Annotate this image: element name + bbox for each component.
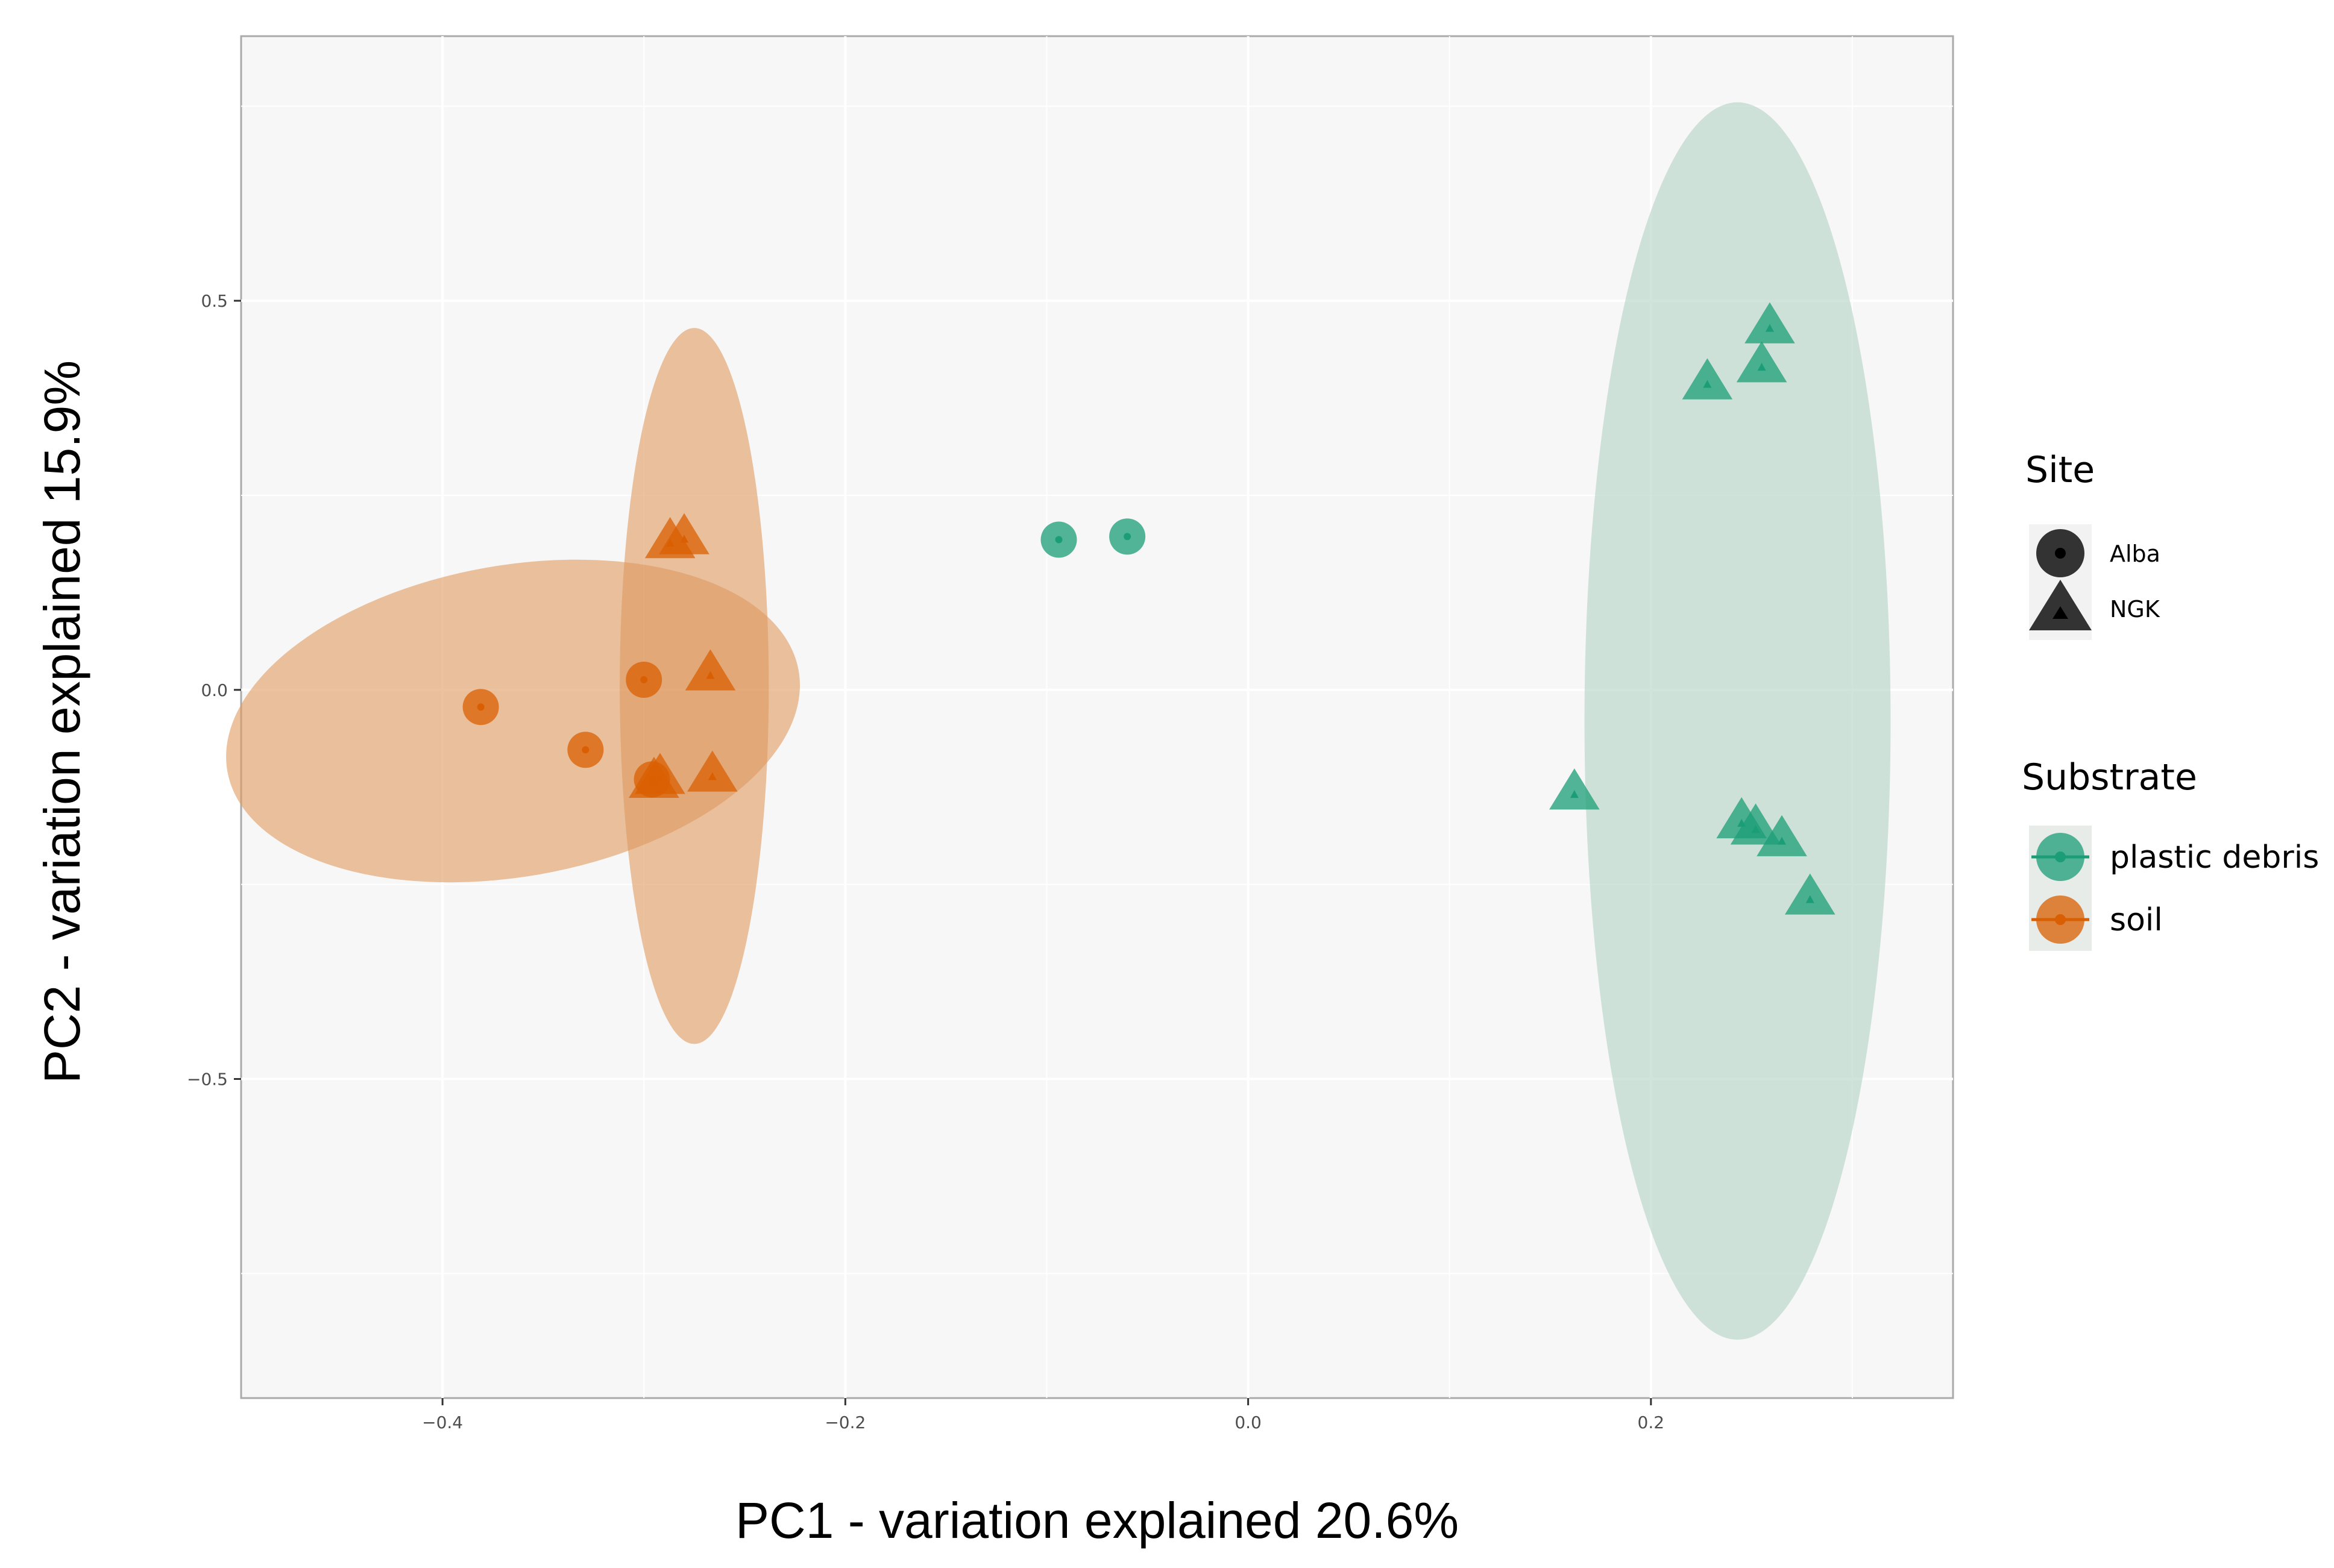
confidence-ellipses: [226, 102, 1891, 1340]
point-plastic-debris-ngk: [1736, 341, 1787, 383]
y-tick-label: 0.5: [201, 291, 228, 311]
ellipse-plastic-debris: [1584, 102, 1891, 1340]
point-center-soil-ngk: [706, 671, 715, 679]
point-center-plastic-debris-alba: [1124, 533, 1131, 541]
y-tick-label: 0.0: [201, 680, 228, 700]
point-center-soil-ngk: [680, 535, 689, 543]
point-center-plastic-debris-ngk: [1570, 790, 1579, 798]
legend-label-plastic-debris: plastic debris: [2110, 839, 2319, 876]
point-plastic-debris-ngk: [1730, 803, 1781, 845]
point-center-plastic-debris-ngk: [1751, 825, 1760, 833]
point-plastic-debris-ngk: [1682, 358, 1733, 400]
legend-substrate-title: Substrate: [2022, 756, 2197, 798]
point-center-soil-ngk: [655, 774, 664, 783]
legend-label-ngk: NGK: [2110, 596, 2160, 622]
y-axis-ticks: 0.5 0.0 −0.5: [187, 291, 241, 1090]
y-axis-title: PC2 - variation explained 15.9%: [34, 360, 90, 1083]
point-center-soil-alba: [477, 703, 485, 711]
point-center-soil-alba: [640, 676, 648, 684]
point-center-plastic-debris-alba: [1055, 536, 1063, 544]
point-center-soil-ngk: [708, 772, 717, 780]
ellipse-soil: [226, 559, 800, 883]
x-tick-label: 0.2: [1638, 1413, 1665, 1432]
point-plastic-debris-ngk: [1757, 815, 1807, 856]
legend-site-title: Site: [2025, 449, 2095, 491]
legend-label-soil: soil: [2110, 902, 2163, 938]
y-tick-label: −0.5: [187, 1070, 228, 1090]
x-tick-label: −0.4: [422, 1413, 463, 1432]
point-center-plastic-debris-ngk: [1757, 363, 1766, 371]
legend-key-ngk-triangle: [2029, 580, 2092, 630]
point-plastic-debris-ngk: [1744, 302, 1795, 343]
x-axis-title: PC1 - variation explained 20.6%: [735, 1492, 1459, 1549]
legend-key-alba-dot: [2055, 548, 2066, 559]
point-soil-ngk: [685, 649, 736, 691]
legend-key-plastic-dot: [2055, 851, 2066, 862]
x-tick-label: 0.0: [1235, 1413, 1262, 1432]
point-center-soil-alba: [582, 746, 590, 754]
point-soil-ngk: [635, 753, 685, 794]
point-center-plastic-debris-ngk: [1703, 380, 1712, 388]
point-center-plastic-debris-ngk: [1765, 324, 1774, 332]
legend-key-soil-dot: [2055, 914, 2066, 925]
data-points: [462, 302, 1835, 915]
x-tick-label: −0.2: [825, 1413, 866, 1432]
point-center-plastic-debris-ngk: [1805, 895, 1814, 903]
point-center-plastic-debris-ngk: [1778, 836, 1786, 845]
legend-key-ngk-dot: [2052, 606, 2068, 619]
point-soil-ngk: [687, 750, 738, 792]
point-soil-ngk: [659, 513, 709, 554]
point-plastic-debris-ngk: [1784, 873, 1835, 915]
x-axis-ticks: −0.4 −0.2 0.0 0.2: [422, 1398, 1664, 1432]
legend: Site Alba NGK Substrate plastic debris s…: [2022, 449, 2319, 951]
point-plastic-debris-ngk: [1549, 768, 1600, 810]
legend-label-alba: Alba: [2110, 541, 2160, 567]
